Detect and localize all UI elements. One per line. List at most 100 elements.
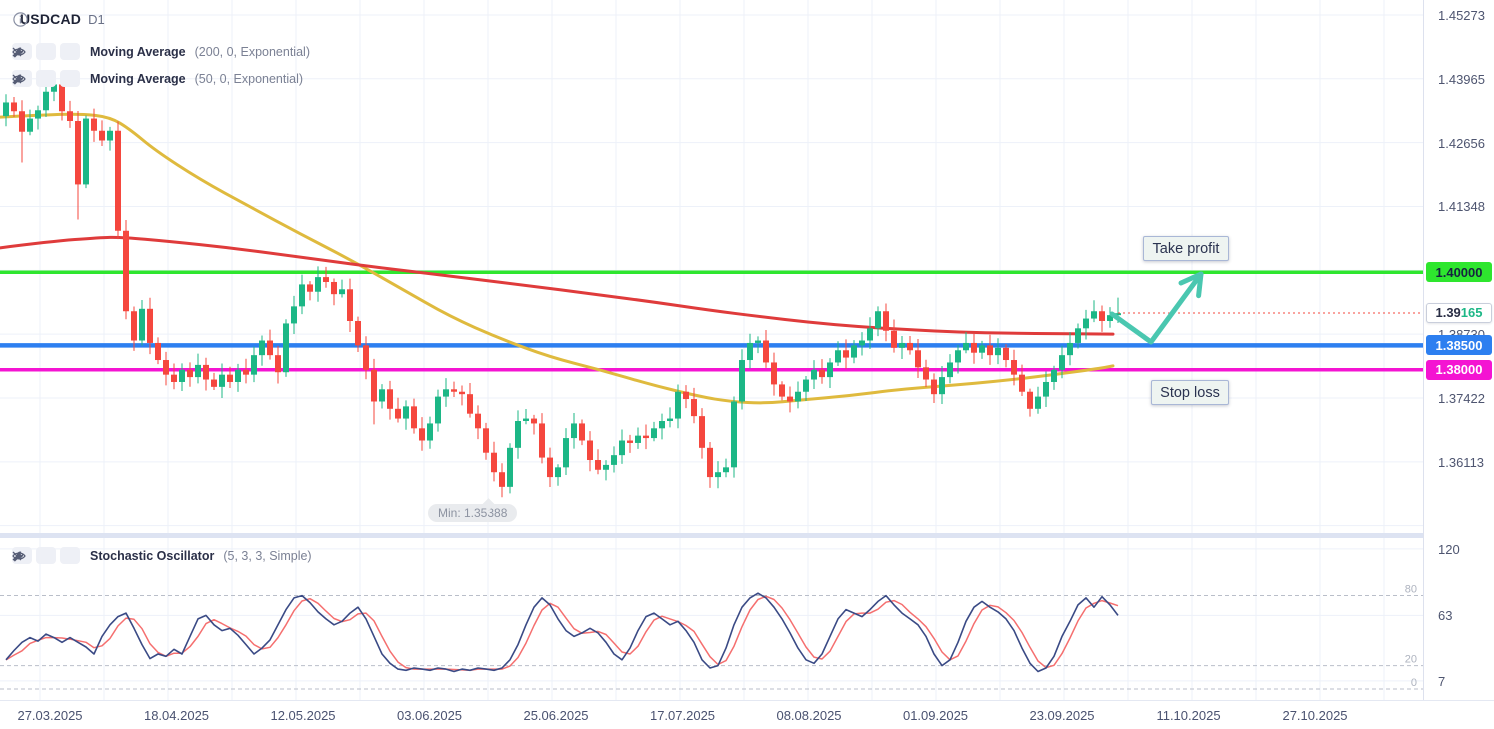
candle-body — [139, 308, 145, 341]
candle-body — [571, 423, 577, 439]
date-axis-label: 25.06.2025 — [523, 708, 589, 723]
candle-body — [403, 406, 409, 419]
stochastic-panel[interactable]: 80 20 0 — [0, 538, 1423, 700]
candle-body — [299, 284, 305, 307]
candle-body — [275, 355, 281, 373]
trend-arrow[interactable] — [1109, 271, 1204, 345]
date-axis-label: 12.05.2025 — [270, 708, 336, 723]
candle-body — [579, 423, 585, 441]
candle-body — [779, 384, 785, 397]
candle-body — [475, 413, 481, 429]
candle-body — [195, 364, 201, 378]
stop-loss-label[interactable]: Stop loss — [1151, 380, 1229, 405]
take-profit-label[interactable]: Take profit — [1143, 236, 1229, 261]
wrench-icon[interactable] — [13, 43, 56, 60]
candle-body — [355, 321, 361, 346]
candle-body — [499, 472, 505, 487]
candle-body — [603, 464, 609, 470]
candle-body — [387, 389, 393, 409]
candle-body — [619, 440, 625, 456]
candle-body — [227, 374, 233, 382]
candle-body — [1075, 328, 1081, 343]
stoch-d-line[interactable] — [5, 595, 1119, 672]
candle-body — [1011, 360, 1017, 375]
wrench-icon[interactable] — [13, 547, 56, 564]
candle-body — [915, 350, 921, 368]
candle-body — [523, 418, 529, 421]
candle-body — [51, 84, 57, 92]
close-icon[interactable] — [12, 70, 80, 87]
symbol-name[interactable]: USDCAD — [20, 11, 82, 27]
candle-body — [531, 418, 537, 424]
candle-body — [83, 118, 89, 185]
indicator-name: Moving Average — [90, 44, 186, 59]
main-price-chart[interactable] — [0, 0, 1423, 533]
candle-body — [691, 399, 697, 417]
candle-body — [827, 362, 833, 378]
candle-body — [211, 379, 217, 387]
trend-arrow-head — [1196, 271, 1204, 299]
candle-body — [595, 460, 601, 470]
indicator-params: (50, 0, Exponential) — [194, 71, 304, 86]
candle-body — [611, 455, 617, 465]
take-profit-text: Take profit — [1152, 240, 1220, 257]
close-icon[interactable] — [12, 547, 80, 564]
price-axis-label: 1.42656 — [1438, 135, 1485, 151]
wrench-icon[interactable] — [13, 70, 56, 87]
candle-body — [155, 342, 161, 361]
candle-body — [371, 369, 377, 402]
candle-body — [755, 340, 761, 343]
panel-separator[interactable] — [0, 533, 1494, 538]
candle-body — [259, 340, 265, 356]
candle-body — [43, 91, 49, 111]
candle-body — [283, 323, 289, 373]
candle-body — [427, 423, 433, 441]
candle-body — [123, 230, 129, 312]
candle-body — [563, 438, 569, 468]
ma50-line[interactable] — [0, 112, 1115, 405]
candle-body — [35, 110, 41, 119]
candle-body — [459, 391, 465, 395]
candle-body — [899, 342, 905, 348]
candle-body — [379, 389, 385, 402]
candle-body — [987, 345, 993, 356]
date-axis-label: 11.10.2025 — [1156, 708, 1221, 723]
candle-body — [323, 277, 329, 282]
candle-body — [995, 347, 1001, 356]
close-icon[interactable] — [12, 43, 80, 60]
candle-body — [515, 421, 521, 448]
candle-body — [859, 340, 865, 346]
candle-body — [1107, 315, 1113, 321]
candle-body — [939, 377, 945, 395]
stoch-level-label: 20 — [1405, 654, 1417, 666]
oscillator-name: Stochastic Oscillator — [90, 548, 215, 563]
candle-body — [731, 401, 737, 468]
date-axis-label: 27.03.2025 — [17, 708, 83, 723]
date-axis[interactable]: 27.03.2025 18.04.2025 12.05.2025 03.06.2025… — [0, 700, 1494, 729]
candle-body — [803, 379, 809, 392]
candle-body — [547, 457, 553, 478]
candle-body — [491, 452, 497, 473]
candle-body — [1083, 318, 1089, 329]
candle-body — [963, 342, 969, 351]
price-axis-label: 1.43965 — [1438, 71, 1485, 87]
candle-body — [667, 418, 673, 421]
candle-body — [1091, 311, 1097, 319]
candle-body — [971, 342, 977, 353]
min-price-text: Min: 1.35388 — [438, 506, 508, 520]
candle-body — [451, 389, 457, 392]
candle-body — [291, 306, 297, 324]
candle-body — [771, 362, 777, 385]
candle-body — [891, 330, 897, 348]
candle-body — [1059, 355, 1065, 370]
candle-body — [979, 345, 985, 353]
candle-body — [1027, 391, 1033, 409]
ma200-line[interactable] — [0, 235, 1115, 336]
timeframe-label[interactable]: D1 — [88, 11, 105, 27]
price-axis[interactable]: 1.452731.439651.426561.413481.387301.374… — [1423, 0, 1494, 700]
candle-body — [75, 121, 81, 185]
oscillator-row: Stochastic Oscillator (5, 3, 3, Simple) — [12, 547, 312, 564]
candles[interactable] — [3, 74, 1121, 498]
stoch-k-line[interactable] — [5, 592, 1119, 673]
candle-body — [315, 277, 321, 292]
